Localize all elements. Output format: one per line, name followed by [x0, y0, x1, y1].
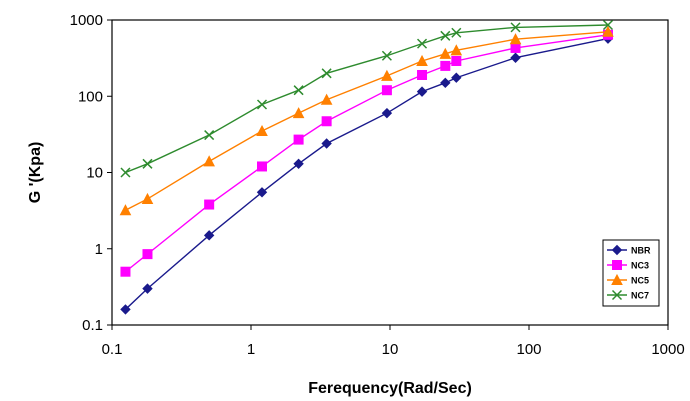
x-tick-label: 1 [247, 341, 255, 358]
data-point-nc3 [204, 199, 215, 210]
data-point-nbr [451, 72, 462, 83]
x-tick-label: 100 [516, 341, 541, 358]
legend-item-nbr: NBR [607, 244, 651, 256]
data-point-nc5 [450, 44, 463, 56]
data-point-nbr [203, 230, 215, 241]
data-point-nc7 [204, 130, 215, 141]
data-point-nc3 [417, 69, 428, 80]
data-point-nbr [440, 77, 451, 89]
data-point-nc3 [381, 85, 392, 96]
legend-marker-nbr [611, 244, 623, 256]
data-point-nc3 [293, 134, 304, 145]
data-point-nc3 [120, 266, 131, 277]
data-point-nc7 [142, 158, 153, 169]
legend-marker-nc7 [611, 289, 623, 301]
x-axis-title: Ferequency(Rad/Sec) [308, 380, 472, 397]
data-point-nc3 [440, 60, 451, 71]
legend-label-nc5: NC5 [631, 276, 649, 286]
data-point-nc5 [292, 107, 305, 119]
x-axis: 0.1 1 10 100 1000 [102, 325, 685, 358]
legend: NBR NC3 NC5 NC7 [602, 239, 660, 307]
data-point-nc3 [451, 55, 462, 66]
y-tick-label: 10 [86, 165, 103, 182]
data-point-nc5 [602, 25, 614, 37]
legend-marker-nc3 [612, 260, 622, 270]
plot-area [111, 19, 669, 326]
data-point-nc3 [321, 116, 332, 127]
data-point-nbr [381, 107, 393, 119]
data-point-nc7 [120, 167, 131, 178]
series-nc3 [120, 29, 613, 277]
data-point-nc3 [257, 161, 268, 172]
data-point-nbr [256, 187, 268, 198]
series-line-nc3 [125, 34, 609, 273]
series-nbr [120, 33, 614, 315]
data-point-nc3 [142, 249, 153, 260]
data-point-nc5 [256, 124, 268, 137]
series-nc5 [119, 25, 614, 216]
y-axis-title: G '(Kpa) [27, 142, 44, 204]
series-line-nc5 [125, 31, 609, 211]
x-tick-label: 0.1 [102, 341, 123, 358]
data-point-nbr [416, 86, 428, 97]
data-point-nc5 [509, 33, 522, 45]
legend-item-nc7: NC7 [607, 289, 649, 301]
legend-label-nc7: NC7 [631, 291, 649, 301]
data-point-nbr [293, 158, 304, 170]
y-axis: 0.1 1 10 100 1000 [70, 12, 112, 334]
x-tick-label: 1000 [651, 341, 684, 358]
data-point-nbr [321, 138, 332, 149]
data-point-nbr [510, 52, 521, 63]
series-layer [119, 19, 614, 315]
data-point-nc5 [141, 192, 154, 204]
series-line-nc7 [125, 24, 608, 174]
y-tick-label: 1 [95, 241, 103, 258]
legend-label-nbr: NBR [631, 246, 651, 256]
data-point-nc3 [510, 42, 521, 53]
data-point-nc5 [119, 204, 132, 216]
legend-item-nc5: NC5 [607, 273, 649, 286]
y-tick-label: 0.1 [82, 317, 103, 334]
y-tick-label: 1000 [70, 12, 103, 29]
data-point-nc5 [439, 47, 452, 59]
data-point-nc7 [293, 85, 304, 96]
series-nc7 [120, 19, 614, 178]
legend-label-nc3: NC3 [631, 261, 649, 271]
data-point-nc7 [440, 30, 451, 41]
data-point-nc5 [416, 54, 428, 66]
data-point-nc7 [510, 22, 521, 33]
data-point-nbr [142, 283, 153, 294]
data-point-nc7 [602, 19, 614, 31]
legend-marker-nc5 [611, 273, 623, 285]
x-tick-label: 10 [382, 341, 399, 358]
plot-frame [111, 19, 669, 326]
data-point-nc5 [381, 69, 393, 81]
data-point-nc7 [451, 27, 462, 38]
data-point-nc5 [203, 155, 215, 167]
y-tick-label: 100 [78, 88, 103, 105]
series-line-nbr [124, 37, 609, 310]
data-point-nc7 [417, 38, 428, 49]
data-point-nc5 [320, 93, 333, 105]
data-point-nc7 [256, 99, 268, 110]
data-point-nbr [120, 304, 131, 315]
data-point-nc7 [381, 50, 392, 61]
legend-item-nc3: NC3 [607, 260, 649, 271]
data-point-nc7 [321, 68, 332, 79]
